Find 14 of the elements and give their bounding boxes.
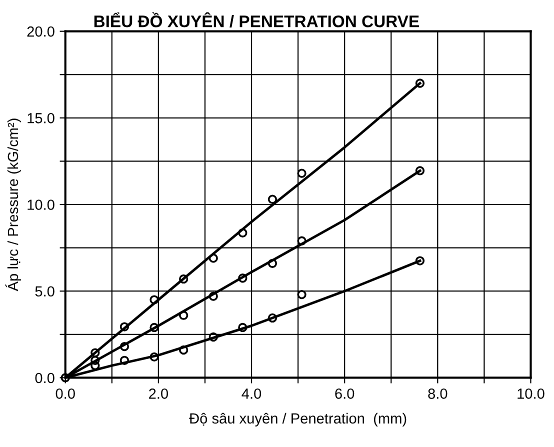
x-tick-label: 6.0 [335,388,354,399]
y-tick-label: 0.0 [35,372,54,384]
chart-title: BIỂU ĐỒ XUYÊN / PENETRATION CURVE [94,12,419,28]
x-axis-title: Độ sâu xuyên / Penetration (mm) [189,412,406,426]
x-tick-label: 4.0 [242,388,262,399]
y-tick-label: 5.0 [35,286,54,297]
x-tick-label: 10.0 [518,388,544,399]
x-tick-label: 2.0 [149,388,168,399]
y-tick-label: 20.0 [27,26,54,37]
y-axis-title: Áp lực / Pressure (kG/cm²) [5,118,22,292]
y-tick-label: 10.0 [28,200,54,210]
x-tick-label: 8.0 [428,388,448,399]
x-tick-label: 0.0 [56,388,75,399]
y-tick-label: 15.0 [28,112,54,124]
